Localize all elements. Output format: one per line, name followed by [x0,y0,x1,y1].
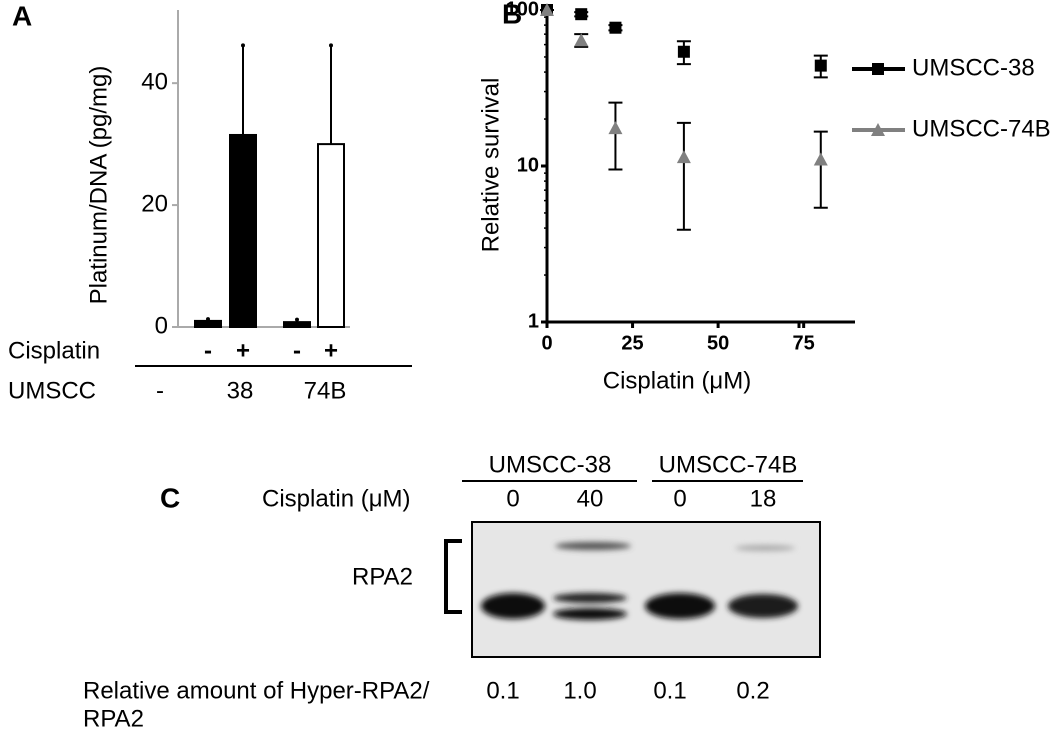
lane-label: 40 [577,485,604,512]
legend-label: UMSCC-74B [912,115,1050,142]
x-tick-label: 75 [793,332,815,354]
y-tick-label: 1 [528,310,539,332]
quant-value: 0.1 [486,677,519,704]
y-tick-label: 100 [506,0,539,20]
panel-label: B [502,0,522,29]
error-cap [329,43,333,48]
legend-marker [871,123,885,136]
panel-label: C [160,482,180,513]
error-bar [813,130,828,209]
marker [540,3,554,16]
legend-label: UMSCC-38 [912,54,1035,81]
x-tick-label: - [293,337,301,364]
marker [609,21,622,34]
quant-label: RPA2 [83,705,144,729]
panel-label: A [12,0,32,31]
y-tick-label: 40 [141,68,168,95]
group-label: 38 [227,377,254,404]
quant-value: 1.0 [563,677,596,704]
marker [608,121,623,135]
group-label: - [156,377,164,404]
row-label: Cisplatin [8,337,100,364]
group-label: UMSCC-38 [489,451,612,478]
lane-label: 0 [673,485,686,512]
bar [283,321,311,329]
quant-value: 0.2 [736,677,769,704]
bracket [444,539,462,614]
bar [194,319,222,328]
blot-bands [481,542,798,620]
legend-marker [872,63,884,75]
row-label: Cisplatin (μM) [262,485,411,512]
y-tick-label: 10 [517,154,539,176]
marker [677,45,690,58]
marker [574,33,589,47]
lane-label: 18 [750,485,777,512]
quant-label: Relative amount of Hyper-RPA2/ [83,677,430,704]
y-tick-label: 0 [155,312,168,339]
bar [317,143,345,328]
bar [229,133,257,328]
quant-value: 0.1 [653,677,686,704]
marker [814,59,827,72]
group-label: 74B [304,377,347,404]
y-tick-label: 20 [141,190,168,217]
x-tick-label: + [236,337,250,364]
error-cap [241,43,245,48]
lane-label: 0 [506,485,519,512]
x-tick-label: + [324,337,338,364]
group-label: UMSCC-74B [659,451,798,478]
x-tick-label: - [204,337,212,364]
error-bar [608,101,623,171]
marker [575,8,588,21]
marker [676,150,691,164]
x-tick-label: 25 [621,332,643,354]
y-axis-label: Relative survival [477,78,504,253]
marker [813,152,828,166]
error-cap [295,317,299,322]
x-axis-label: Cisplatin (μM) [603,367,752,394]
x-tick-label: 0 [541,332,552,354]
row-label: UMSCC [8,377,96,404]
error-bar [676,121,691,231]
blot-image [471,521,821,658]
band-label: RPA2 [352,563,413,590]
y-axis-label: Platinum/DNA (pg/mg) [85,66,112,305]
x-tick-label: 50 [707,332,729,354]
